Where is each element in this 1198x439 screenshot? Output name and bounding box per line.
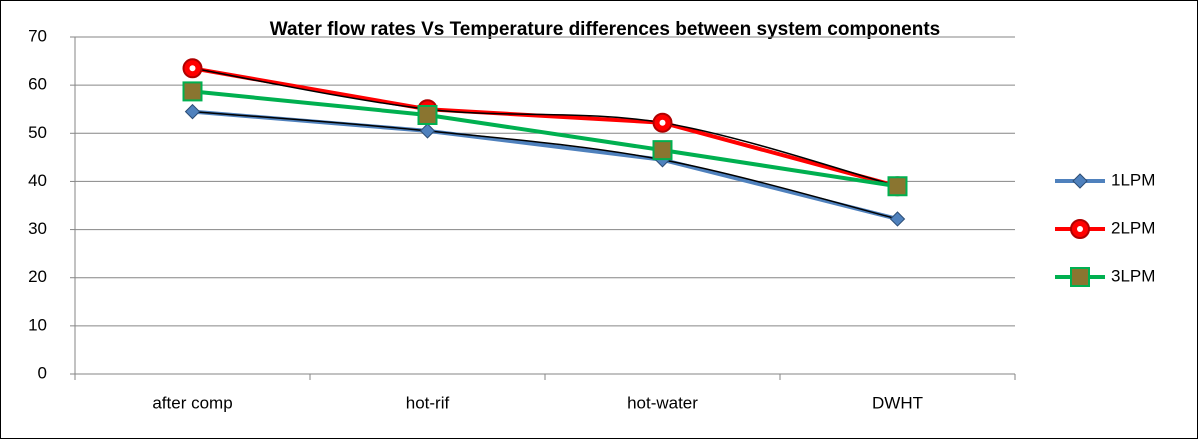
y-tick-label: 40	[28, 171, 47, 190]
y-tick-label: 60	[28, 75, 47, 94]
legend-label: 3LPM	[1111, 266, 1155, 285]
series-line	[192, 66, 899, 189]
marker	[1070, 267, 1090, 287]
trendline	[192, 67, 898, 187]
chart-title: Water flow rates Vs Temperature differen…	[270, 19, 940, 40]
y-tick-label: 10	[28, 315, 47, 334]
marker	[652, 140, 673, 161]
marker	[887, 176, 908, 197]
marker-dot	[189, 65, 196, 72]
y-tick-label: 20	[28, 267, 47, 286]
series-line	[192, 89, 898, 189]
marker	[184, 103, 201, 120]
marker	[417, 104, 438, 125]
legend-label: 1LPM	[1111, 170, 1155, 189]
trendline	[192, 110, 898, 220]
x-tick-label: after comp	[152, 393, 232, 412]
legend-label: 2LPM	[1111, 218, 1155, 237]
y-tick-label: 30	[28, 219, 47, 238]
x-tick-label: hot-water	[627, 393, 698, 412]
x-tick-label: DWHT	[872, 393, 923, 412]
marker	[419, 123, 436, 139]
marker	[889, 211, 906, 227]
y-tick-label: 70	[28, 26, 47, 45]
marker-dot	[1077, 226, 1083, 232]
x-tick-label: hot-rif	[406, 393, 450, 412]
marker	[182, 81, 203, 102]
marker-dot	[659, 119, 666, 126]
marker	[1072, 173, 1088, 189]
y-tick-label: 50	[28, 123, 47, 142]
y-tick-label: 0	[38, 363, 47, 382]
